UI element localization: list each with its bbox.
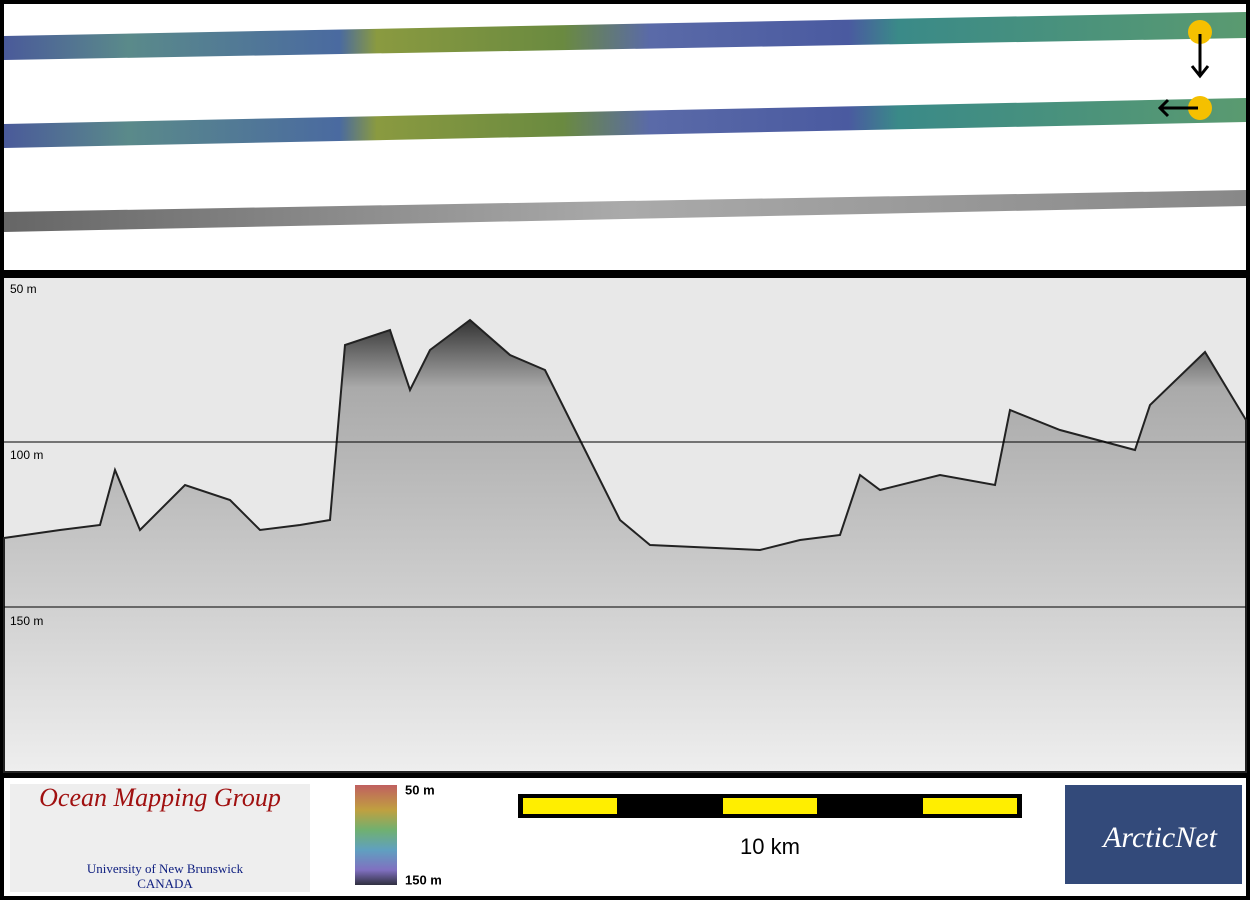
sidescan-strip: [4, 190, 1246, 232]
shaded-strip: [4, 98, 1246, 148]
scale-segment: [523, 798, 617, 814]
logo-box: [10, 784, 310, 892]
bathymetry-strip: [4, 12, 1246, 60]
logo-title: Ocean Mapping Group: [39, 783, 281, 812]
arrows: [1157, 34, 1210, 118]
scale-segment: [723, 798, 817, 814]
colorbar-label: 50 m: [405, 782, 435, 797]
partner-logo: [1065, 785, 1242, 884]
marker: [1188, 96, 1212, 120]
scale-label: 10 km: [740, 834, 800, 859]
depth-label: 50 m: [10, 282, 37, 296]
marker: [1188, 20, 1212, 44]
colorbar-label: 150 m: [405, 872, 442, 887]
scale-segment: [923, 798, 1017, 814]
depth-label: 150 m: [10, 614, 43, 628]
logo-university: University of New Brunswick: [87, 861, 244, 876]
colorbar: [355, 785, 397, 885]
logo-country: CANADA: [137, 876, 193, 891]
partner-label: ArcticNet: [1101, 821, 1218, 854]
depth-label: 100 m: [10, 448, 43, 462]
